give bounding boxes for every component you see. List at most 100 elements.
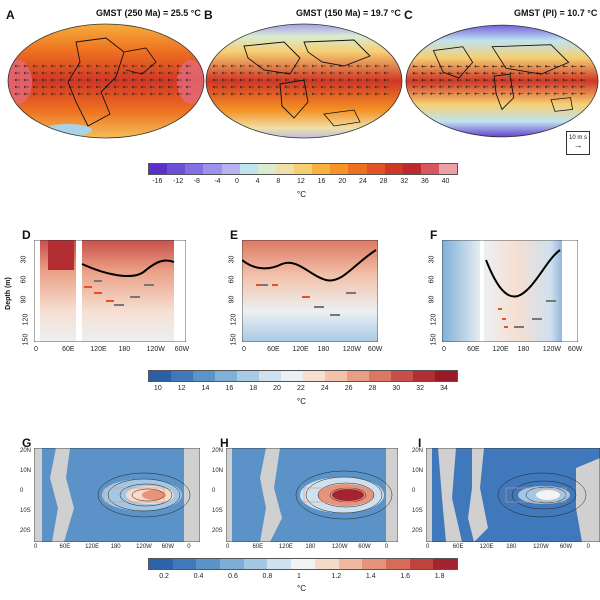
longitude-tick: 180 xyxy=(118,346,131,353)
longitude-tick: 0 xyxy=(426,544,430,550)
wind-vector-key: 10 m s → xyxy=(566,131,590,155)
longitude-tick: 120E xyxy=(492,346,509,353)
colorbar-tick: 34 xyxy=(440,385,448,392)
colorbar-tick: 28 xyxy=(379,178,388,185)
depth-tick: 90 xyxy=(20,295,28,304)
colorbar-tick: 1.2 xyxy=(331,573,342,580)
colorbar-tick: 4 xyxy=(255,178,260,185)
colorbar-tick: 12 xyxy=(297,178,305,185)
colorbar-tick: 24 xyxy=(320,385,329,392)
longitude-tick: 120W xyxy=(146,346,165,353)
temperature-colorbar xyxy=(148,163,458,175)
panel-letter-d: D xyxy=(22,228,31,242)
colorbar-tick: -8 xyxy=(193,178,200,185)
colorbar-tick: 32 xyxy=(416,385,425,392)
variability-map-i xyxy=(426,448,600,542)
longitude-tick: 60E xyxy=(267,346,280,353)
longitude-tick: 60W xyxy=(174,346,190,353)
longitude-tick: 120E xyxy=(90,346,107,353)
longitude-tick: 60E xyxy=(62,346,75,353)
wind-key-value: 10 m s xyxy=(568,135,587,141)
depth-tick: 150 xyxy=(22,333,30,346)
latitude-tick: 10S xyxy=(20,508,31,514)
longitude-tick: 60E xyxy=(59,544,71,550)
longitude-tick: 120W xyxy=(136,544,152,550)
panel-letter-c: C xyxy=(404,8,413,22)
subsurface-colorbar-unit: °C xyxy=(297,397,306,406)
depth-tick: 120 xyxy=(430,313,438,326)
longitude-tick: 0 xyxy=(34,346,38,353)
colorbar-tick: 12 xyxy=(177,385,186,392)
longitude-tick: 180 xyxy=(517,346,530,353)
colorbar-tick: 40 xyxy=(441,178,450,185)
colorbar-tick: -12 xyxy=(173,178,184,185)
colorbar-tick: 0.4 xyxy=(193,573,204,580)
longitude-tick: 120W xyxy=(331,544,348,550)
depth-tick: 30 xyxy=(428,255,436,264)
latitude-tick: 20S xyxy=(20,528,31,534)
longitude-tick: 0 xyxy=(187,544,191,550)
longitude-tick: 120W xyxy=(342,346,362,353)
depth-tick: 150 xyxy=(430,333,438,346)
depth-axis-label: Depth (m) xyxy=(4,277,12,310)
depth-tick: 60 xyxy=(20,275,28,284)
depth-tick: 120 xyxy=(230,313,238,326)
colorbar-tick: 0 xyxy=(235,178,239,185)
colorbar-tick: 20 xyxy=(273,385,281,392)
latitude-tick: 0 xyxy=(20,488,24,494)
longitude-tick: 60E xyxy=(252,544,264,550)
latitude-tick: 10N xyxy=(412,468,424,474)
longitude-tick: 0 xyxy=(34,544,38,550)
depth-section-e xyxy=(242,240,378,342)
colorbar-tick: 30 xyxy=(392,385,401,392)
map-250ma xyxy=(7,23,205,139)
longitude-tick: 120E xyxy=(278,544,293,550)
colorbar-tick: 28 xyxy=(368,385,377,392)
longitude-tick: 120E xyxy=(292,346,309,353)
latitude-tick: 10S xyxy=(212,508,223,514)
colorbar-tick: 0.2 xyxy=(159,573,169,580)
latitude-tick: 0 xyxy=(212,488,216,494)
colorbar-tick: 10 xyxy=(153,385,162,392)
colorbar-tick: 1 xyxy=(297,573,301,580)
depth-tick: 60 xyxy=(228,275,236,284)
depth-tick: 150 xyxy=(230,333,238,346)
map-150ma xyxy=(205,23,403,139)
panel-letter-e: E xyxy=(230,228,239,242)
panel-letter-i: I xyxy=(418,436,422,450)
longitude-tick: 60W xyxy=(161,544,175,550)
latitude-tick: 10N xyxy=(212,468,224,474)
gmst-label-c: GMST (PI) = 10.7 °C xyxy=(514,8,598,18)
colorbar-tick: 22 xyxy=(297,385,305,392)
longitude-tick: 180 xyxy=(317,346,330,353)
depth-section-d xyxy=(34,240,186,342)
longitude-tick: 120W xyxy=(542,346,562,353)
panel-letter-h: H xyxy=(220,436,229,450)
subsurface-temperature-colorbar xyxy=(148,370,458,382)
colorbar-tick: 20 xyxy=(338,178,347,185)
latitude-tick: 20N xyxy=(20,448,32,454)
colorbar-tick: 36 xyxy=(421,178,429,185)
variability-map-g xyxy=(34,448,200,542)
variability-colorbar xyxy=(148,558,458,570)
longitude-tick: 60W xyxy=(567,346,583,353)
longitude-tick: 0 xyxy=(442,346,446,353)
temperature-colorbar-unit: °C xyxy=(297,190,306,199)
depth-tick: 30 xyxy=(228,255,236,264)
longitude-tick: 0 xyxy=(384,544,389,550)
latitude-tick: 20N xyxy=(212,448,224,454)
map-pi xyxy=(405,24,599,138)
longitude-tick: 60E xyxy=(452,544,464,550)
colorbar-tick: 18 xyxy=(249,385,258,392)
longitude-tick: 0 xyxy=(226,544,230,550)
longitude-tick: 60W xyxy=(358,544,371,550)
colorbar-tick: 1.6 xyxy=(400,573,411,580)
depth-tick: 90 xyxy=(428,295,436,304)
latitude-tick: 10N xyxy=(20,468,32,474)
latitude-tick: 10S xyxy=(412,508,423,514)
latitude-tick: 0 xyxy=(412,488,416,494)
colorbar-tick: 1.4 xyxy=(365,573,376,580)
colorbar-tick: -16 xyxy=(152,178,163,185)
longitude-tick: 180 xyxy=(506,544,517,550)
colorbar-tick: 24 xyxy=(359,178,367,185)
